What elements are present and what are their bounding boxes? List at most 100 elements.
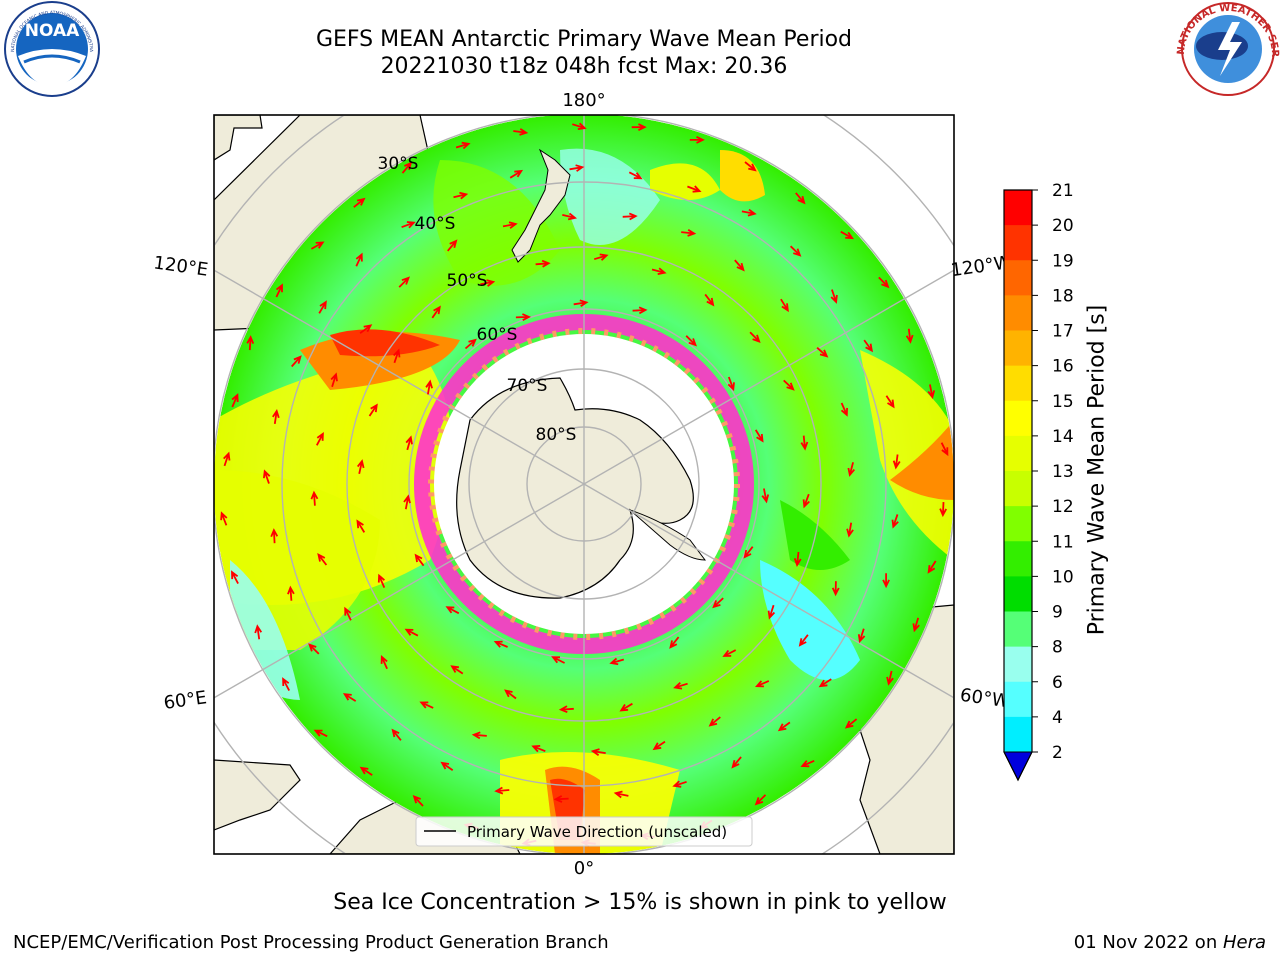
colorbar-segment (1004, 365, 1032, 402)
wave-direction-arrow (403, 494, 411, 510)
wave-direction-arrow (359, 766, 373, 776)
nws-logo-ring-text: NATIONAL WEATHER SERVICE (0, 0, 1280, 58)
wave-direction-arrow (802, 493, 810, 509)
colorbar-tick-label: 17 (1052, 322, 1074, 342)
wave-direction-arrow (431, 305, 441, 319)
map-legend: Primary Wave Direction (unscaled) (415, 816, 753, 847)
wave-direction-arrow (622, 212, 638, 221)
wave-direction-arrow (780, 298, 789, 313)
wave-direction-arrow (380, 655, 388, 670)
colorbar-segment (1004, 295, 1032, 331)
wave-direction-arrow (330, 372, 338, 388)
wave-direction-arrow (464, 338, 477, 350)
wave-direction-arrow (652, 740, 666, 751)
wave-direction-arrow (712, 597, 724, 609)
wave-direction-arrow (892, 454, 901, 470)
wave-direction-arrow (401, 221, 416, 229)
wave-direction-arrow (891, 514, 899, 529)
colorbar-segment (1004, 190, 1032, 226)
wave-direction-arrow (414, 553, 425, 567)
wave-direction-arrow (562, 212, 578, 221)
wave-direction-arrow (318, 300, 327, 314)
wave-direction-arrow (316, 431, 324, 446)
wave-direction-arrow (882, 573, 890, 589)
wave-direction-arrow (569, 164, 585, 172)
colorbar-tick-label: 4 (1052, 708, 1063, 728)
wave-direction-arrow (798, 634, 809, 647)
wave-direction-arrow (447, 239, 458, 252)
wave-direction-arrow (704, 293, 715, 307)
wave-direction-arrow (313, 729, 328, 738)
wave-direction-arrow (912, 617, 920, 633)
wave-direction-arrow (356, 519, 366, 533)
colorbar-segment (1004, 681, 1032, 718)
wave-direction-arrow (631, 123, 647, 132)
lat-label-60s: 60°S (477, 325, 518, 345)
antarctica-land (456, 377, 694, 599)
lon-label-0: 0° (574, 858, 594, 879)
colorbar-segment (1004, 506, 1032, 542)
wave-direction-arrow (687, 185, 702, 193)
wave-direction-arrow (263, 469, 271, 484)
colorbar-segment (1004, 400, 1032, 437)
wave-direction-arrow (830, 289, 838, 304)
wave-direction-arrow (590, 748, 606, 756)
wave-direction-arrow (231, 393, 239, 408)
graticule (214, 115, 954, 854)
wave-direction-arrow (275, 283, 283, 298)
wave-direction-arrow (572, 122, 587, 130)
wave-direction-arrow (609, 657, 625, 666)
wave-direction-arrow (847, 462, 855, 477)
wave-direction-arrow (749, 331, 761, 343)
colorbar-segment (1004, 611, 1032, 648)
wave-direction-arrow (493, 640, 508, 648)
wave-direction-arrow (669, 636, 680, 649)
wave-direction-arrow (743, 546, 754, 559)
wave-direction-arrow (419, 701, 434, 709)
wave-direction-arrows (220, 122, 949, 847)
wave-direction-arrow (878, 276, 890, 289)
wave-direction-arrow (795, 192, 806, 205)
wave-direction-arrow (310, 241, 325, 250)
chart-title-line2: 20221030 t18z 048h fcst Max: 20.36 (380, 54, 788, 79)
colorbar-tick-label: 6 (1052, 673, 1063, 693)
wave-direction-arrow (377, 573, 386, 588)
wave-direction-arrow (857, 628, 866, 644)
wave-direction-arrow (681, 229, 697, 237)
footer-credit: NCEP/EMC/Verification Post Processing Pr… (13, 932, 609, 953)
wave-direction-arrow (453, 191, 469, 200)
wave-direction-arrow (783, 379, 795, 391)
wave-direction-arrow (831, 581, 840, 597)
new-zealand-land (511, 148, 571, 263)
colorbar-tick-label: 15 (1052, 392, 1074, 412)
wave-direction-arrow (613, 790, 629, 799)
wave-direction-arrow (800, 759, 815, 768)
wave-direction-arrow (727, 376, 735, 392)
chart-title-line1: GEFS MEAN Antarctic Primary Wave Mean Pe… (315, 27, 853, 52)
wave-direction-arrow (840, 230, 855, 240)
footer-date-text: 01 Nov 2022 on (1073, 932, 1223, 953)
lon-label-60e: 60°E (162, 687, 208, 714)
wave-direction-arrow (254, 624, 263, 640)
wave-direction-arrow (445, 606, 460, 615)
wave-direction-arrow (509, 169, 524, 179)
colorbar-frame (1003, 189, 1033, 782)
wave-direction-arrow (342, 693, 357, 702)
wave-direction-arrow (412, 794, 424, 807)
colorbar-segment (1004, 541, 1032, 577)
colorbar-segment (1004, 435, 1032, 472)
colorbar-tick-label: 9 (1052, 603, 1063, 623)
wave-direction-arrow (440, 761, 454, 772)
colorbar-extend-triangle (1003, 751, 1033, 782)
wave-direction-arrow (927, 384, 936, 400)
footer-date: 01 Nov 2022 on Hera (1074, 932, 1266, 953)
lat-label-70s: 70°S (507, 376, 548, 396)
wave-direction-arrow (513, 128, 529, 136)
noaa-logo: NOAA NATIONAL OCEANIC AND ATMOSPHERIC AD… (0, 0, 100, 97)
wave-direction-arrow (761, 488, 770, 504)
wave-direction-arrow (927, 560, 937, 574)
wave-direction-arrow (722, 649, 737, 657)
lat-label-30s: 30°S (378, 154, 419, 174)
colorbar-segment (1004, 225, 1032, 261)
